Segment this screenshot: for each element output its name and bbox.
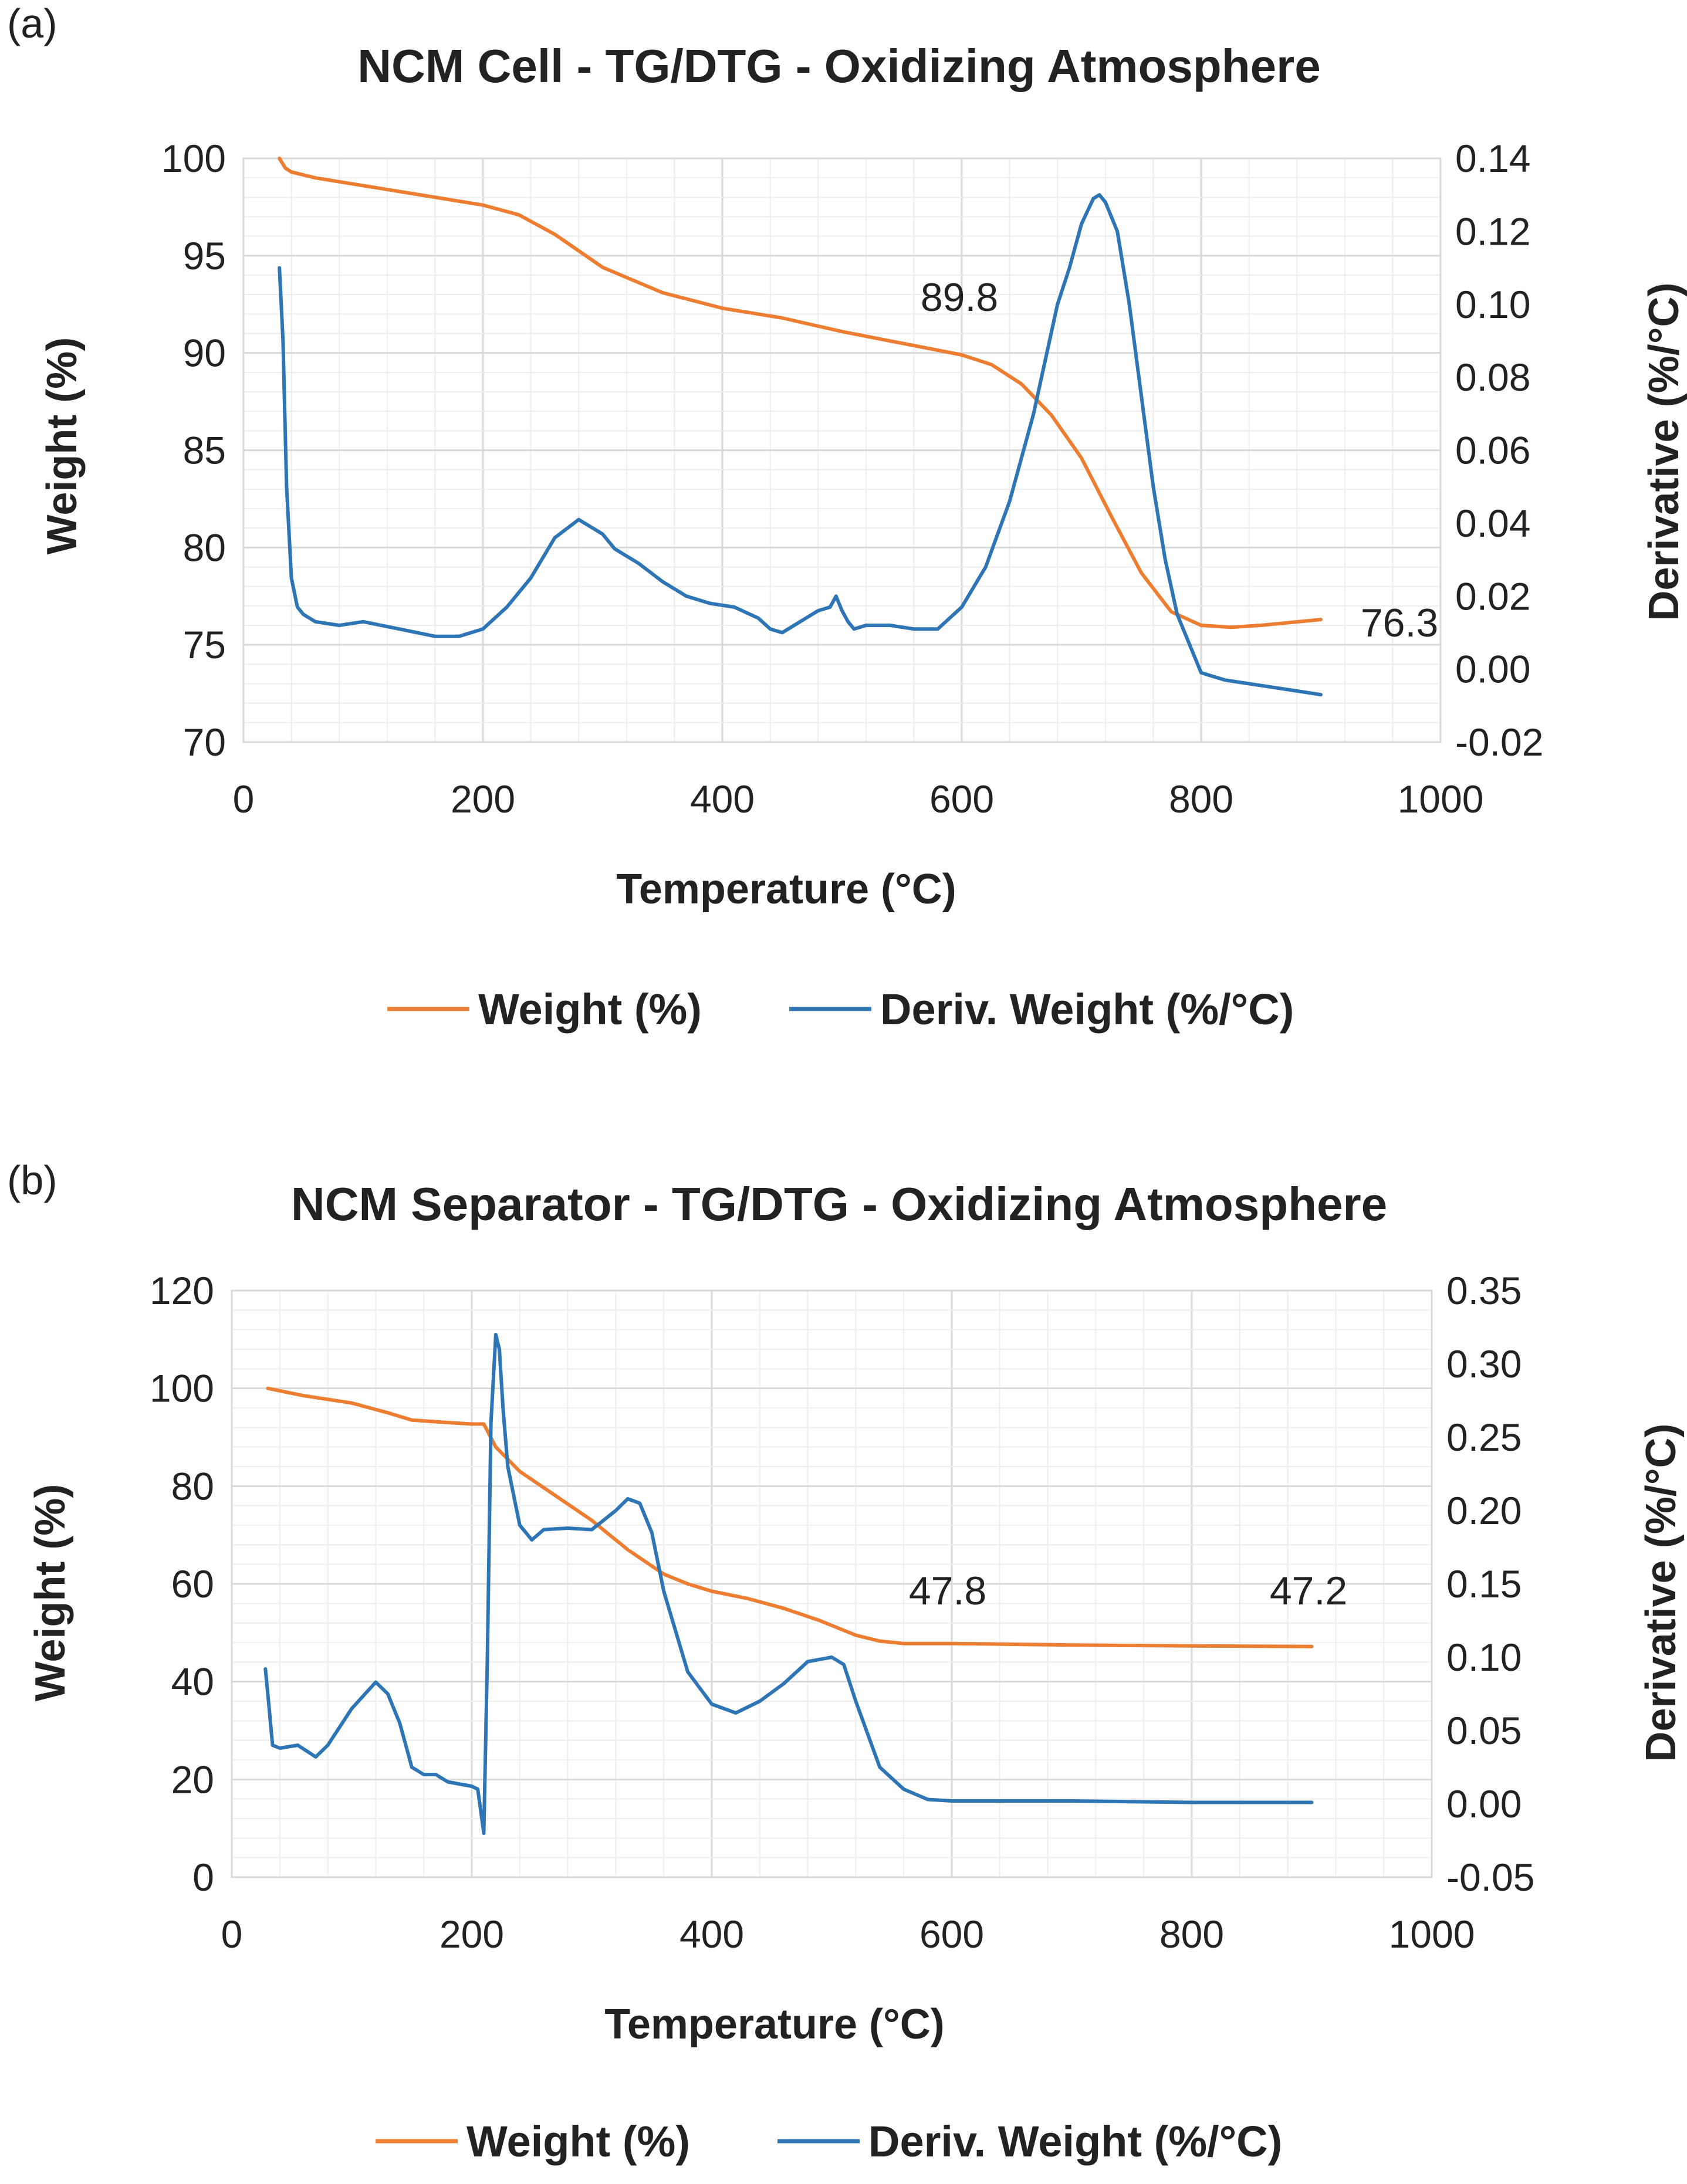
- y-tick-label: 90: [183, 331, 226, 375]
- panel-a: (a) NCM Cell - TG/DTG - Oxidizing Atmosp…: [7, 1, 1687, 1034]
- y2-tick-label: 0.20: [1446, 1489, 1522, 1532]
- y-tick-label: 120: [150, 1269, 214, 1312]
- y-tick-label: 40: [171, 1660, 214, 1704]
- y2-tick-label: 0.08: [1455, 355, 1530, 399]
- y2-tick-label: -0.02: [1455, 720, 1543, 764]
- x-tick-label: 1000: [1398, 777, 1484, 821]
- legend-label-weight: Weight (%): [478, 985, 702, 1034]
- y2-tick-label: 0.04: [1455, 502, 1530, 545]
- x-tick-label: 200: [451, 777, 515, 821]
- y2-tick-label: 0.35: [1446, 1269, 1522, 1312]
- x-tick-label: 200: [440, 1912, 504, 1956]
- series-line-derivative: [263, 1333, 1314, 1835]
- y2-tick-label: 0.12: [1455, 209, 1530, 253]
- y-tick-label: 75: [183, 623, 226, 666]
- plot-border: [242, 157, 1442, 743]
- y-axis-title-a: Weight (%): [39, 337, 86, 555]
- series-group-a: [278, 157, 1323, 697]
- y-tick-label: 85: [183, 429, 226, 472]
- y-tick-label: 80: [171, 1464, 214, 1508]
- y-tick-label: 20: [171, 1758, 214, 1801]
- x-tick-label: 0: [233, 777, 255, 821]
- y2-tick-label: 0.06: [1455, 429, 1530, 472]
- y-tick-label: 95: [183, 234, 226, 277]
- annotation-weight-end-b: 47.2: [1270, 1569, 1347, 1613]
- y2-tick-label: 0.14: [1455, 137, 1530, 180]
- y-axis-right-b: -0.05 0.00 0.05 0.10 0.15 0.20 0.25 0.30…: [1446, 1269, 1534, 1899]
- y-axis-title-b: Weight (%): [27, 1484, 74, 1702]
- legend-a: Weight (%) Deriv. Weight (%/°C): [387, 985, 1294, 1034]
- x-tick-label: 800: [1159, 1912, 1224, 1956]
- series-line-derivative: [278, 193, 1323, 697]
- y-tick-label: 100: [150, 1367, 214, 1410]
- x-tick-label: 0: [221, 1912, 243, 1956]
- panel-label-a: (a): [7, 1, 58, 46]
- x-tick-label: 800: [1169, 777, 1233, 821]
- panel-b: (b) NCM Separator - TG/DTG - Oxidizing A…: [7, 1157, 1685, 2166]
- series-line-weight: [266, 1386, 1314, 1648]
- y-axis-right-a: -0.02 0.00 0.02 0.04 0.06 0.08 0.10 0.12…: [1455, 137, 1543, 764]
- y-tick-label: 80: [183, 526, 226, 569]
- series-group-b: [263, 1333, 1314, 1835]
- y2-axis-title-b: Derivative (%/°C): [1638, 1424, 1685, 1762]
- y-axis-left-a: 70 75 80 85 90 95 100: [161, 137, 226, 764]
- y2-tick-label: 0.30: [1446, 1342, 1522, 1386]
- x-tick-label: 1000: [1389, 1912, 1475, 1956]
- x-axis-b: 0 200 400 600 800 1000: [221, 1912, 1475, 1956]
- plot-area-a: [242, 157, 1442, 743]
- y2-tick-label: -0.05: [1446, 1855, 1534, 1899]
- x-tick-label: 400: [690, 777, 755, 821]
- x-axis-a: 0 200 400 600 800 1000: [233, 777, 1484, 821]
- y2-tick-label: 0.05: [1446, 1709, 1522, 1752]
- y2-axis-title-a: Derivative (%/°C): [1641, 283, 1687, 621]
- annotation-weight-peak-a: 89.8: [921, 275, 998, 320]
- y2-tick-label: 0.02: [1455, 574, 1530, 618]
- y2-tick-label: 0.00: [1446, 1782, 1522, 1826]
- y2-tick-label: 0.10: [1446, 1636, 1522, 1679]
- x-axis-title-a: Temperature (°C): [616, 866, 956, 913]
- x-tick-label: 600: [919, 1912, 984, 1956]
- series-line-weight: [278, 157, 1323, 629]
- legend-b: Weight (%) Deriv. Weight (%/°C): [376, 2117, 1282, 2166]
- y2-tick-label: 0.25: [1446, 1416, 1522, 1459]
- y-tick-label: 70: [183, 720, 226, 764]
- plot-area-b: [231, 1289, 1433, 1878]
- y-axis-left-b: 0 20 40 60 80 100 120: [150, 1269, 214, 1899]
- y2-tick-label: 0.15: [1446, 1562, 1522, 1606]
- x-tick-label: 400: [679, 1912, 744, 1956]
- y-tick-label: 0: [192, 1855, 214, 1899]
- legend-label-derivative: Deriv. Weight (%/°C): [868, 2117, 1282, 2166]
- chart-title-a: NCM Cell - TG/DTG - Oxidizing Atmosphere: [357, 40, 1321, 92]
- y2-tick-label: 0.00: [1455, 648, 1530, 691]
- x-tick-label: 600: [929, 777, 994, 821]
- chart-title-b: NCM Separator - TG/DTG - Oxidizing Atmos…: [291, 1178, 1387, 1230]
- y-tick-label: 60: [171, 1562, 214, 1606]
- legend-label-derivative: Deriv. Weight (%/°C): [880, 985, 1294, 1034]
- panel-label-b: (b): [7, 1157, 58, 1203]
- plot-border: [231, 1289, 1433, 1878]
- y-tick-label: 100: [161, 137, 226, 180]
- legend-label-weight: Weight (%): [466, 2117, 690, 2166]
- annotation-weight-plateau-b: 47.8: [909, 1569, 986, 1613]
- y2-tick-label: 0.10: [1455, 283, 1530, 326]
- x-axis-title-b: Temperature (°C): [604, 2001, 945, 2048]
- annotation-weight-end-a: 76.3: [1361, 601, 1438, 645]
